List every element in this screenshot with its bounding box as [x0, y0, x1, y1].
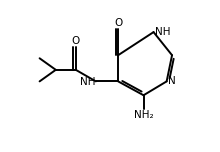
- Text: O: O: [72, 36, 80, 46]
- Text: N: N: [168, 76, 176, 86]
- Text: NH: NH: [80, 77, 95, 87]
- Text: NH: NH: [155, 27, 170, 37]
- Text: O: O: [114, 18, 122, 28]
- Text: NH₂: NH₂: [134, 110, 153, 120]
